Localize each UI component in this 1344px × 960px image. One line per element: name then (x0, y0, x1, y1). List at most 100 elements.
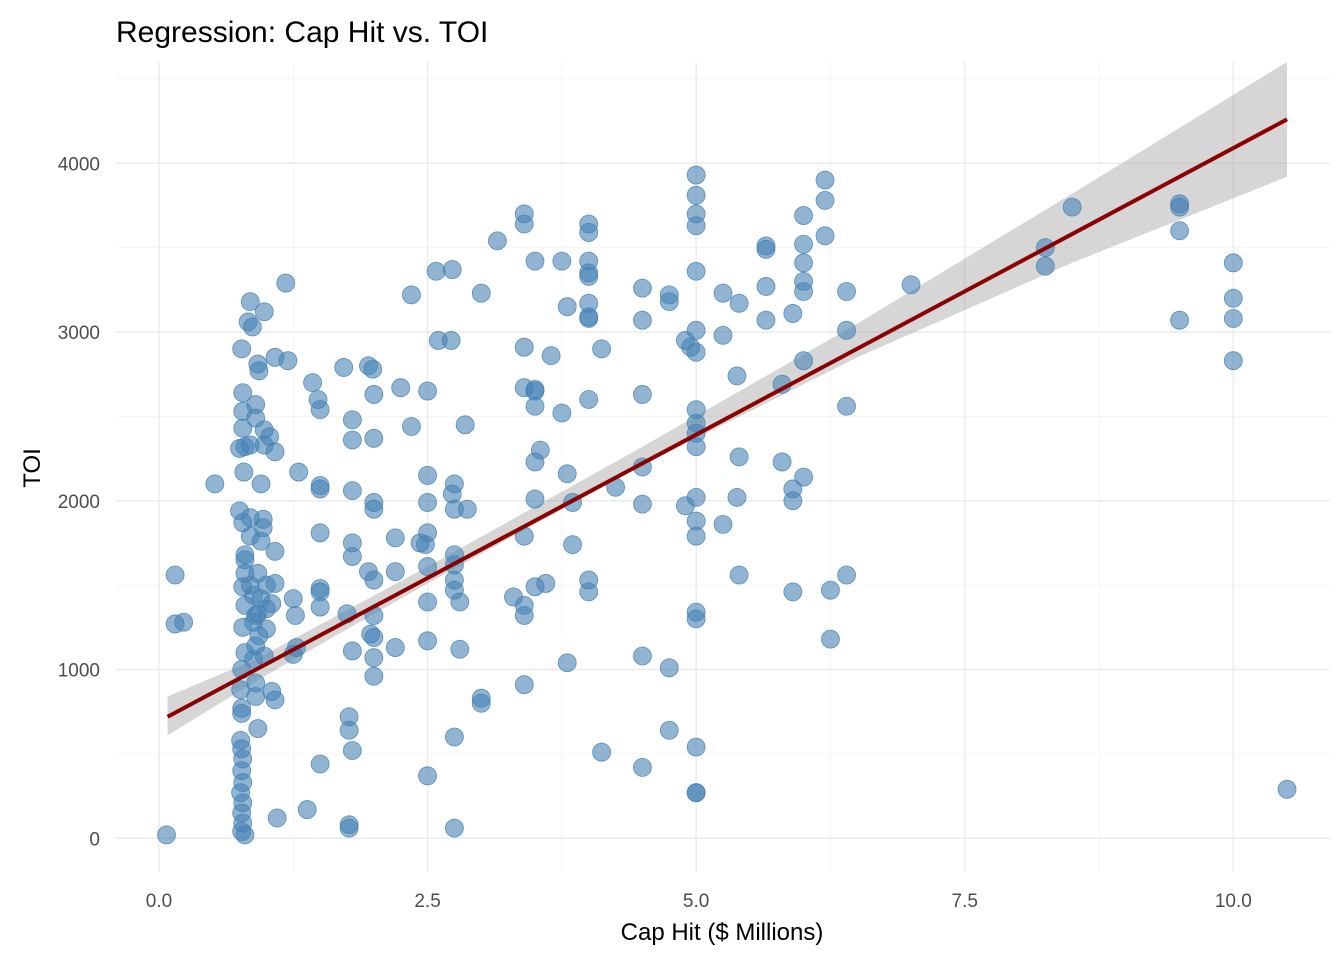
data-point (364, 648, 384, 668)
data-point (794, 351, 813, 371)
data-point (1277, 779, 1297, 799)
data-point (633, 385, 652, 404)
data-point (157, 825, 176, 845)
data-point (783, 304, 803, 323)
data-point (267, 808, 287, 828)
regression-line (166, 117, 1288, 719)
data-point (289, 462, 309, 482)
data-point (536, 574, 556, 593)
data-point (310, 476, 330, 495)
x-tick-label: 5.0 (683, 891, 709, 912)
data-point (579, 390, 599, 409)
data-point (310, 523, 330, 543)
data-point (1223, 351, 1243, 371)
data-point (364, 666, 384, 686)
data-point (364, 628, 384, 647)
data-point (441, 331, 461, 350)
data-point (286, 606, 305, 625)
data-point (342, 641, 362, 661)
data-point (727, 487, 747, 507)
data-point (262, 594, 282, 614)
x-tick-label: 0.0 (146, 891, 172, 912)
data-point (364, 499, 384, 519)
data-point (418, 592, 437, 612)
data-point (686, 526, 706, 546)
data-point (686, 185, 706, 205)
data-points (157, 165, 1297, 845)
data-point (514, 214, 534, 234)
data-point (633, 646, 652, 666)
data-point (265, 574, 285, 593)
y-axis-ticks: 0 1000 2000 3000 4000 (58, 154, 100, 850)
data-point (514, 606, 534, 625)
y-tick-label: 1000 (58, 661, 100, 682)
data-point (257, 619, 276, 639)
data-point (686, 783, 706, 803)
data-point (235, 825, 255, 845)
data-point (205, 474, 225, 494)
y-tick-label: 4000 (58, 154, 100, 175)
data-point (592, 339, 611, 359)
data-point (563, 535, 582, 555)
data-point (450, 592, 470, 612)
data-point (1170, 197, 1189, 217)
data-point (310, 597, 330, 617)
data-point (303, 373, 323, 393)
data-point (579, 223, 599, 242)
data-point (385, 638, 405, 657)
data-point (815, 190, 835, 210)
data-point (165, 565, 185, 585)
data-point (243, 317, 262, 337)
data-point (815, 170, 835, 190)
data-point (530, 440, 550, 460)
data-point (686, 216, 706, 236)
data-point (254, 302, 274, 322)
data-point (579, 307, 599, 327)
data-point (557, 297, 577, 317)
data-point (837, 565, 856, 585)
data-point (815, 226, 835, 246)
data-point (729, 447, 749, 467)
data-point (445, 727, 464, 747)
data-point (686, 437, 706, 457)
data-point (339, 818, 359, 838)
data-point (455, 415, 475, 435)
data-point (265, 690, 285, 710)
data-point (901, 275, 921, 295)
data-point (756, 239, 776, 259)
data-point (310, 400, 330, 420)
data-point (1223, 288, 1243, 308)
data-point (525, 251, 545, 271)
data-point (713, 325, 733, 345)
data-point (234, 462, 254, 482)
data-point (450, 639, 470, 659)
data-point (525, 379, 545, 399)
data-point (541, 346, 561, 366)
data-point (442, 260, 462, 279)
data-point (174, 612, 194, 632)
data-point (471, 693, 491, 713)
data-point (418, 766, 437, 786)
data-point (821, 629, 840, 649)
data-point (265, 541, 285, 561)
data-point (633, 494, 652, 514)
data-point (633, 757, 652, 777)
data-point (342, 430, 362, 450)
data-point (579, 582, 599, 602)
data-point (339, 720, 359, 740)
data-point (794, 253, 813, 273)
data-point (1170, 221, 1189, 241)
data-point (686, 261, 706, 281)
data-point (837, 396, 856, 416)
data-point (233, 383, 253, 403)
data-point (385, 528, 405, 548)
y-axis-title: TOI (19, 448, 46, 488)
data-point (471, 283, 491, 303)
data-point (418, 557, 437, 576)
data-point (445, 474, 464, 494)
data-point (249, 361, 269, 381)
data-point (514, 675, 534, 695)
data-point (418, 523, 437, 543)
data-point (385, 562, 405, 582)
data-point (487, 231, 507, 251)
